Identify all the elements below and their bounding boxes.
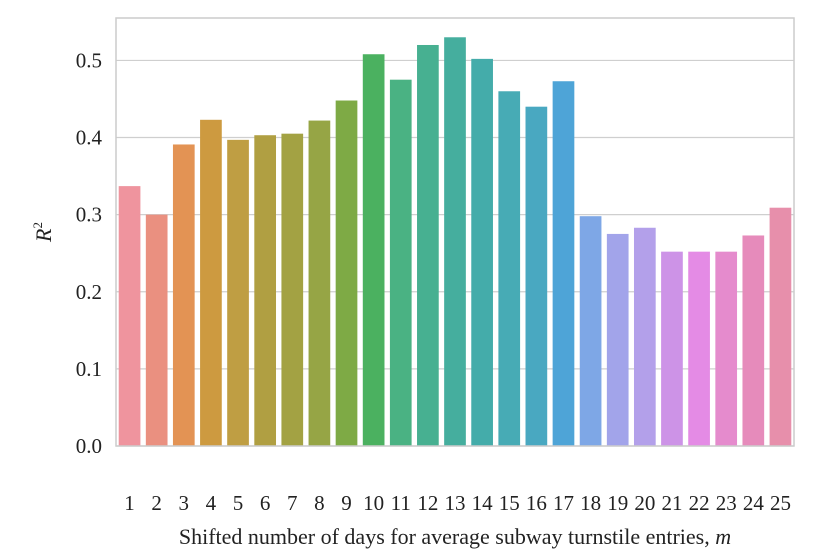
y-tick-label: 0.1 [76, 357, 102, 381]
x-tick-label: 12 [417, 491, 438, 515]
x-tick-label: 16 [526, 491, 547, 515]
x-tick-label: 22 [689, 491, 710, 515]
bar-23 [715, 251, 738, 446]
x-tick-label: 19 [607, 491, 628, 515]
x-tick-label: 11 [391, 491, 411, 515]
x-tick-label: 13 [445, 491, 466, 515]
x-tick-label: 18 [580, 491, 601, 515]
bar-21 [661, 251, 683, 446]
y-axis-label: R2 [30, 222, 56, 243]
bar-8 [308, 120, 331, 446]
y-axis-label-sup: 2 [30, 222, 45, 229]
x-axis-label-var: m [715, 524, 731, 549]
bar-22 [688, 251, 710, 446]
y-axis-label-text: R [31, 228, 56, 243]
x-tick-label: 1 [124, 491, 135, 515]
bar-25 [769, 207, 792, 446]
bar-4 [200, 119, 222, 447]
bar-5 [227, 139, 249, 447]
bar-20 [633, 227, 656, 446]
x-tick-label: 21 [661, 491, 682, 515]
bar-13 [444, 37, 466, 447]
bar-16 [525, 106, 548, 446]
y-tick-label: 0.5 [76, 48, 102, 72]
bar-12 [417, 44, 439, 446]
x-tick-label: 25 [770, 491, 791, 515]
x-axis-label: Shifted number of days for average subwa… [179, 524, 731, 549]
bar-18 [579, 216, 602, 446]
y-tick-label: 0.3 [76, 203, 102, 227]
bar-9 [335, 100, 358, 446]
x-tick-label: 10 [363, 491, 384, 515]
x-tick-label: 3 [179, 491, 190, 515]
x-tick-label: 8 [314, 491, 325, 515]
bar-17 [552, 81, 575, 447]
bar-15 [498, 91, 521, 446]
plot-frame [115, 17, 795, 447]
bar-14 [471, 58, 493, 446]
x-tick-label: 5 [233, 491, 244, 515]
bar-7 [281, 133, 304, 447]
bar-3 [172, 144, 195, 446]
bars [118, 37, 792, 447]
y-tick-label: 0.2 [76, 280, 102, 304]
x-tick-label: 23 [716, 491, 737, 515]
y-tick-label: 0.4 [76, 126, 103, 150]
bar-11 [389, 79, 412, 446]
x-tick-label: 7 [287, 491, 298, 515]
x-tick-label: 2 [151, 491, 162, 515]
x-tick-label: 14 [472, 491, 494, 515]
x-tick-label: 15 [499, 491, 520, 515]
bar-10 [362, 54, 385, 446]
x-tick-label: 20 [634, 491, 655, 515]
bar-24 [742, 235, 765, 446]
x-tick-label: 6 [260, 491, 271, 515]
bar-1 [118, 186, 141, 447]
x-tick-label: 24 [743, 491, 765, 515]
bar-2 [145, 214, 168, 446]
bar-6 [254, 135, 277, 446]
y-tick-labels: 0.0 0.1 0.2 0.3 0.4 0.5 [76, 48, 103, 458]
x-tick-label: 17 [553, 491, 574, 515]
x-axis-label-text: Shifted number of days for average subwa… [179, 524, 715, 549]
x-tick-label: 9 [341, 491, 352, 515]
x-tick-labels: 1 2 3 4 5 6 7 8 9 10 11 12 13 14 15 16 17 18 19 20 21 22 23 24 2… [124, 491, 791, 515]
bar-19 [606, 233, 629, 446]
x-tick-label: 4 [206, 491, 217, 515]
y-tick-label: 0.0 [76, 434, 102, 458]
